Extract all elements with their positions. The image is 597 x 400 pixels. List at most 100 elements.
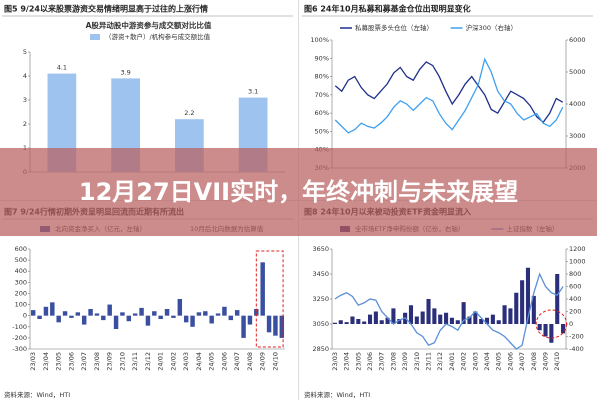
bar xyxy=(455,320,460,324)
x-tick-label: 24/04 xyxy=(195,352,203,371)
x-tick-label: 24/08 xyxy=(246,352,254,371)
x-tick-label: 23/09 xyxy=(106,352,114,371)
bar xyxy=(196,312,202,316)
y-tick-label: -100 xyxy=(12,323,27,331)
y2-tick-label: 4000 xyxy=(569,100,586,108)
bar xyxy=(408,305,414,324)
y-tick-label: 0 xyxy=(23,312,27,320)
y2-tick-label: 200 xyxy=(569,308,581,316)
bar xyxy=(449,317,454,324)
y2-tick-label: 5000 xyxy=(569,68,586,76)
bar xyxy=(190,315,195,327)
chart-subtitle: A股异动股中游资参与成交额对比比值 xyxy=(86,20,212,30)
x-tick-label: 23/12 xyxy=(144,352,152,371)
bar xyxy=(391,308,396,324)
bar xyxy=(520,280,525,324)
bar xyxy=(362,321,367,324)
bar xyxy=(496,320,501,324)
y-tick-label: 3050 xyxy=(312,320,329,328)
data-label: 3.9 xyxy=(120,68,130,76)
bar xyxy=(145,315,151,326)
x-tick-label: 24/02 xyxy=(169,352,177,371)
y2-tick-label: 1000 xyxy=(569,258,586,266)
x-tick-label: 24/01 xyxy=(448,352,456,371)
y-tick-label: 3250 xyxy=(312,295,329,303)
bar xyxy=(338,320,343,324)
bar xyxy=(432,308,437,324)
data-label: 2.2 xyxy=(184,109,194,117)
x-tick-label: 24/10 xyxy=(271,352,279,371)
bar xyxy=(152,311,157,316)
bar xyxy=(132,313,138,316)
panel-title: 图6 24年10月私募和募基金仓位出现明显变化 xyxy=(304,4,471,14)
y2-tick-label: 1200 xyxy=(569,245,586,253)
legend-label: 私募股票多头仓位（左轴） xyxy=(355,23,433,32)
bar xyxy=(525,267,531,324)
bar xyxy=(113,315,119,329)
x-tick-label: 23/08 xyxy=(389,352,397,371)
x-tick-label: 24/03 xyxy=(182,352,190,371)
x-tick-label: 24/05 xyxy=(208,352,216,371)
y-tick-label: 5 xyxy=(23,48,27,56)
y-tick-label: 70% xyxy=(315,91,329,99)
line-series xyxy=(334,61,564,124)
bar xyxy=(356,319,361,324)
bar xyxy=(139,307,144,316)
bar xyxy=(514,292,519,324)
bar xyxy=(279,315,285,338)
bar xyxy=(420,311,425,324)
bar xyxy=(177,299,183,316)
x-tick-label: 23/10 xyxy=(413,352,421,371)
x-tick-label: 23/07 xyxy=(80,352,88,371)
y-tick-label: 400 xyxy=(15,267,27,275)
x-tick-label: 23/07 xyxy=(378,352,386,371)
bar xyxy=(228,315,234,321)
bar xyxy=(69,315,74,318)
banner-title: 12月27日VII实时，年终冲刺与未来展望 xyxy=(78,178,519,206)
line-series xyxy=(334,272,564,350)
highlight-ellipse xyxy=(535,309,568,339)
bar xyxy=(373,311,378,324)
y-tick-label: 100 xyxy=(15,301,27,309)
legend-label: 沪深300（右轴） xyxy=(466,23,517,32)
bar xyxy=(81,315,87,325)
bar xyxy=(502,305,507,324)
bar xyxy=(183,315,189,323)
y2-tick-label: 3000 xyxy=(569,132,586,140)
y-tick-label: 2 xyxy=(23,120,27,128)
bar xyxy=(332,322,337,324)
bar xyxy=(543,324,548,337)
x-tick-label: 23/04 xyxy=(42,352,50,371)
y-tick-label: 3650 xyxy=(312,245,329,253)
bar xyxy=(426,299,431,324)
bar xyxy=(75,312,81,316)
bar xyxy=(555,274,560,324)
x-tick-label: 23/12 xyxy=(436,352,444,371)
bar xyxy=(467,316,472,324)
bar xyxy=(260,262,265,316)
bar xyxy=(247,315,253,325)
y-tick-label: 50% xyxy=(315,127,329,135)
highlight-box xyxy=(255,250,284,348)
bar xyxy=(88,309,93,316)
x-tick-label: 23/05 xyxy=(354,352,362,371)
x-tick-label: 23/06 xyxy=(67,352,75,371)
bar xyxy=(101,315,106,321)
bar xyxy=(549,324,554,343)
bar xyxy=(479,319,484,324)
bar xyxy=(37,315,42,319)
bar xyxy=(234,310,240,316)
x-tick-label: 24/09 xyxy=(259,352,267,371)
x-tick-label: 23/05 xyxy=(55,352,63,371)
bar xyxy=(561,324,566,334)
x-tick-label: 23/03 xyxy=(29,352,37,371)
bar xyxy=(107,304,112,316)
y-tick-label: 3 xyxy=(23,96,27,104)
bar xyxy=(531,295,536,324)
data-label: 3.1 xyxy=(248,88,258,96)
bar xyxy=(367,314,373,324)
bar xyxy=(120,312,125,316)
bar xyxy=(414,316,419,324)
x-tick-label: 23/11 xyxy=(131,352,139,371)
bar xyxy=(56,315,61,323)
